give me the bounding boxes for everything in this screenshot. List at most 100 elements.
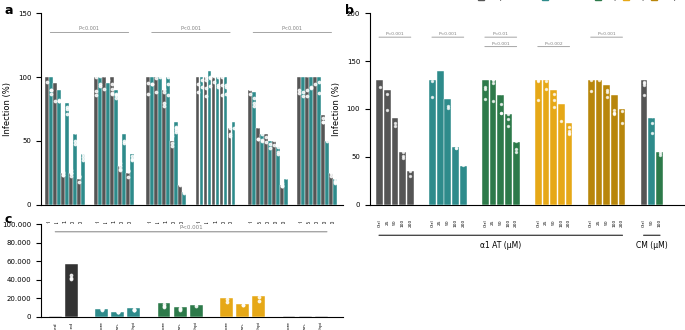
Bar: [595, 80, 602, 205]
Bar: [220, 77, 223, 205]
Bar: [588, 80, 595, 205]
Point: [245, 86, 256, 91]
Point: [103, 65, 114, 70]
Text: 100: 100: [401, 219, 405, 227]
Point: [310, 65, 321, 70]
Point: [260, 134, 271, 140]
Point: [310, 81, 321, 86]
Bar: [248, 90, 251, 205]
Point: [297, 90, 308, 95]
Point: [318, 119, 329, 125]
Point: [208, 74, 219, 79]
Point: [204, 75, 215, 81]
Bar: [114, 90, 118, 205]
Text: P<0.001: P<0.001: [491, 42, 510, 46]
Bar: [77, 179, 81, 205]
Point: [123, 175, 134, 180]
Point: [143, 60, 154, 66]
Point: [45, 87, 56, 93]
Point: [329, 175, 340, 181]
Point: [390, 123, 401, 128]
Point: [128, 308, 139, 313]
Point: [593, 75, 604, 80]
Point: [245, 82, 256, 88]
Point: [450, 146, 461, 151]
Point: [638, 80, 649, 85]
Text: simultan.: simultan.: [240, 322, 245, 330]
Point: [224, 134, 235, 139]
Point: [294, 59, 305, 64]
Point: [458, 162, 469, 167]
Point: [321, 133, 332, 138]
Point: [269, 137, 279, 142]
Bar: [220, 298, 233, 317]
Text: simultan.: simultan.: [178, 322, 182, 330]
Point: [260, 128, 271, 133]
Point: [443, 87, 453, 93]
Point: [114, 160, 125, 165]
Point: [58, 172, 68, 177]
Point: [179, 190, 190, 196]
Point: [297, 93, 308, 98]
Point: [151, 66, 162, 72]
Bar: [203, 77, 208, 205]
Point: [99, 73, 110, 78]
Text: P<0.01: P<0.01: [493, 32, 509, 36]
Point: [256, 129, 267, 134]
Point: [208, 80, 219, 85]
Point: [272, 151, 283, 157]
Text: simultan.: simultan.: [303, 322, 307, 330]
Point: [171, 127, 182, 133]
Bar: [321, 115, 325, 205]
Point: [301, 93, 312, 99]
Point: [253, 291, 264, 296]
Point: [45, 60, 56, 66]
Text: P<0.001: P<0.001: [282, 26, 303, 31]
Point: [264, 146, 275, 151]
Point: [49, 73, 60, 79]
Bar: [505, 114, 512, 205]
Point: [647, 130, 658, 135]
Point: [248, 100, 259, 106]
Point: [443, 106, 453, 111]
Point: [103, 65, 114, 71]
Point: [147, 66, 158, 71]
Point: [301, 73, 312, 78]
Point: [450, 139, 461, 144]
Point: [269, 143, 279, 148]
Point: [175, 305, 186, 311]
Point: [586, 73, 597, 78]
Text: 50: 50: [499, 219, 503, 225]
Point: [58, 171, 68, 176]
Point: [310, 69, 321, 74]
Bar: [256, 128, 260, 205]
Point: [90, 59, 101, 64]
Point: [306, 69, 316, 74]
Point: [397, 156, 408, 161]
Point: [450, 138, 461, 143]
Point: [609, 110, 620, 116]
Point: [62, 106, 73, 112]
Point: [540, 70, 551, 76]
Point: [114, 163, 125, 169]
Point: [191, 299, 202, 305]
Text: infected: infected: [69, 322, 73, 330]
Text: 10: 10: [120, 220, 125, 226]
Point: [654, 148, 665, 153]
Point: [533, 74, 544, 79]
Point: [374, 61, 385, 66]
Point: [191, 300, 202, 306]
Text: Ctrl: Ctrl: [47, 220, 51, 229]
Point: [191, 300, 202, 305]
Point: [196, 60, 207, 66]
Bar: [158, 77, 162, 205]
Text: simultan.: simultan.: [116, 322, 120, 330]
Point: [556, 96, 567, 102]
Point: [159, 299, 170, 304]
Bar: [212, 77, 216, 205]
Point: [280, 173, 291, 179]
Point: [212, 57, 223, 62]
Point: [95, 74, 105, 79]
Point: [62, 104, 73, 109]
Point: [294, 90, 305, 96]
